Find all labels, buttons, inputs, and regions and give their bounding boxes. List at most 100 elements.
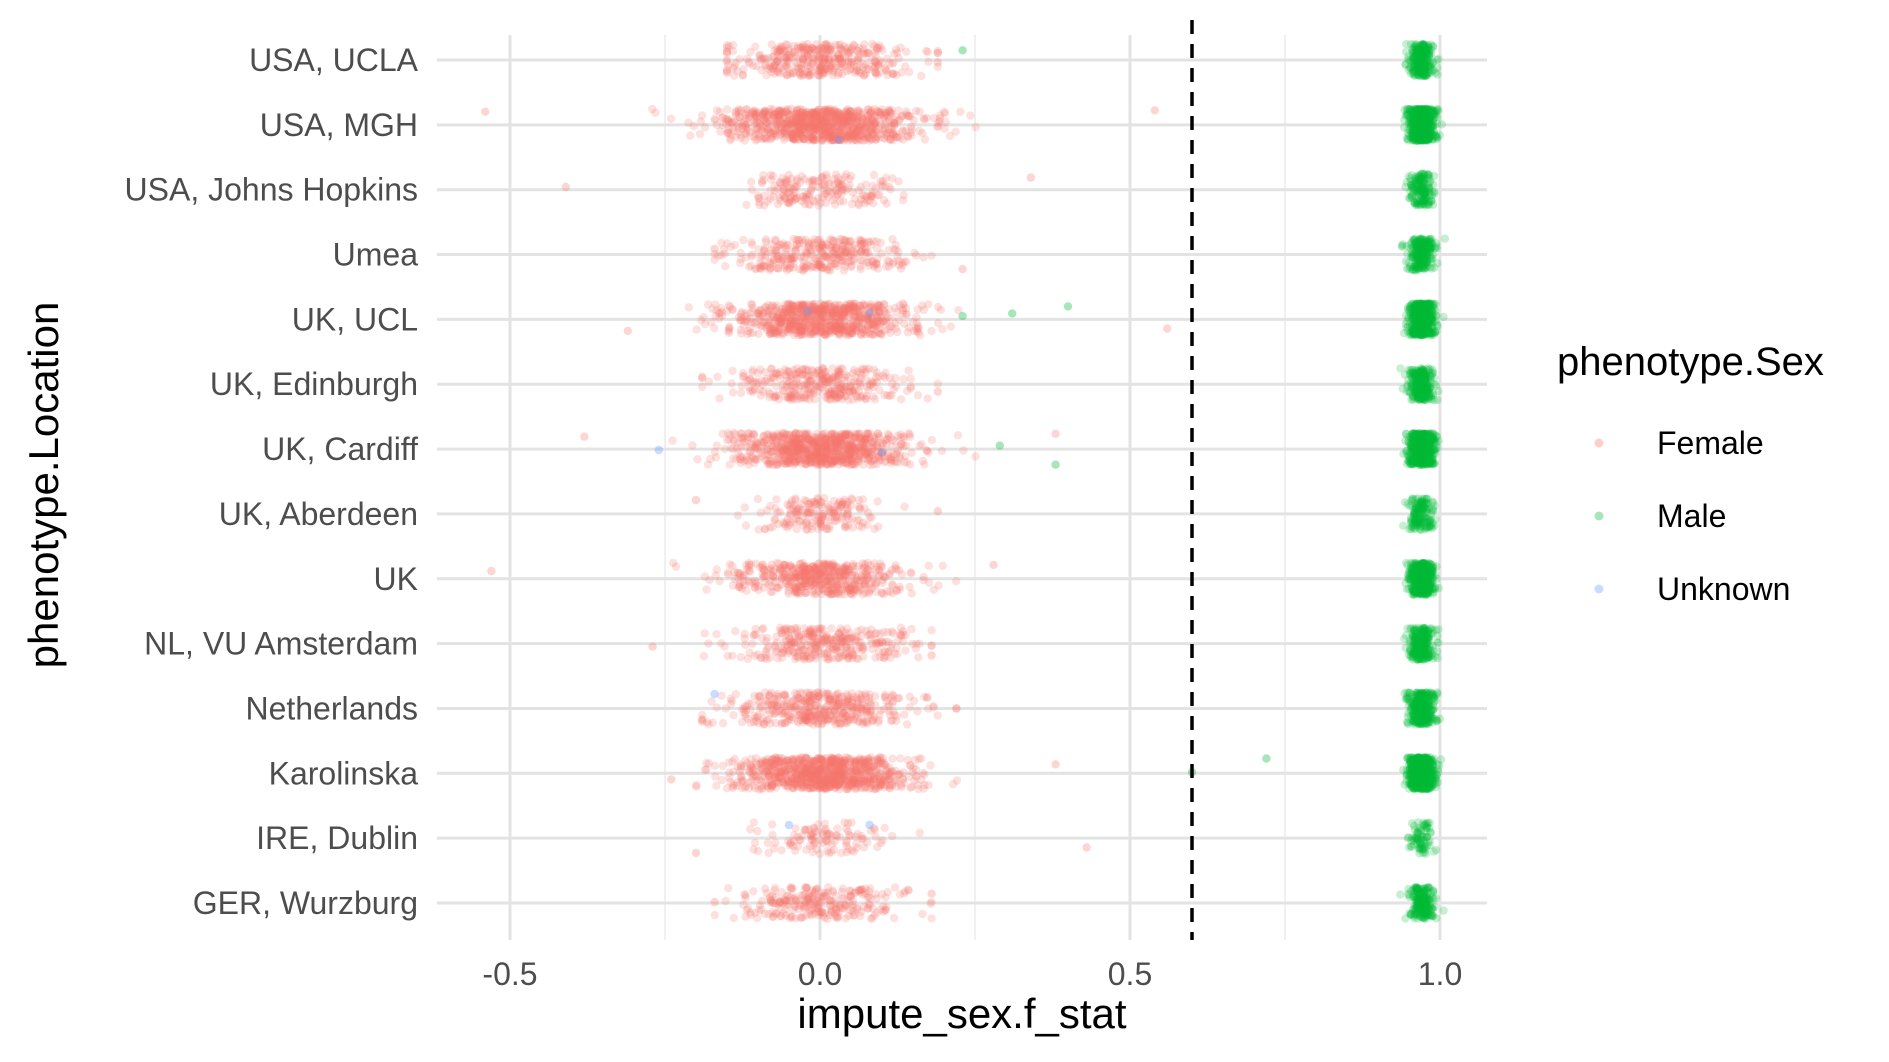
- data-point-female: [861, 764, 870, 773]
- data-point-female: [831, 912, 840, 921]
- data-point-female: [861, 245, 870, 254]
- data-point-female: [952, 776, 962, 785]
- data-point-female: [927, 898, 936, 907]
- data-point-female: [669, 558, 678, 568]
- data-point-female: [778, 239, 788, 248]
- data-point-female: [754, 525, 763, 534]
- data-point-female: [813, 901, 823, 911]
- data-point-female: [822, 262, 832, 272]
- data-point-female: [851, 637, 861, 646]
- data-point-female: [784, 394, 793, 403]
- data-point-female: [770, 883, 780, 892]
- data-point-female: [739, 900, 748, 909]
- data-point-female: [909, 763, 918, 773]
- data-point-female: [856, 911, 865, 921]
- data-point-female: [896, 395, 906, 404]
- data-points: [481, 39, 1450, 924]
- data-point-female: [728, 651, 737, 660]
- data-point-female: [774, 898, 784, 907]
- data-point-female: [726, 699, 736, 709]
- data-point-female: [741, 891, 750, 900]
- data-point-female: [855, 235, 864, 244]
- data-point-female: [746, 314, 756, 323]
- data-point-female: [779, 702, 788, 711]
- data-point-female: [832, 456, 841, 466]
- data-point-female: [746, 910, 756, 920]
- data-point-female: [768, 907, 777, 917]
- data-point-female: [850, 911, 859, 920]
- data-point-female: [854, 587, 863, 596]
- data-point-female: [712, 565, 721, 574]
- data-point-female: [892, 449, 901, 459]
- data-point-female: [816, 892, 825, 901]
- data-point-female: [819, 839, 828, 848]
- data-point-female: [832, 913, 842, 922]
- data-point-female: [826, 901, 835, 910]
- data-point-female: [872, 764, 881, 774]
- data-point-female: [936, 305, 945, 314]
- data-point-female: [863, 558, 873, 568]
- data-point-female: [764, 848, 773, 858]
- data-point-female: [835, 901, 845, 910]
- data-point-female: [802, 525, 811, 534]
- data-point-female: [952, 577, 961, 586]
- data-point-female: [826, 902, 836, 911]
- data-point-female: [850, 778, 859, 788]
- data-point-female: [770, 698, 779, 708]
- data-point-female: [755, 901, 765, 910]
- data-point-female: [877, 249, 886, 258]
- data-point-female: [914, 784, 923, 794]
- data-point-female: [839, 387, 849, 396]
- data-point-female: [826, 896, 835, 905]
- data-point-female: [869, 237, 878, 246]
- data-point-female: [829, 707, 838, 716]
- data-point-female: [805, 316, 815, 325]
- data-point-female: [808, 829, 817, 839]
- data-point-female: [783, 899, 793, 909]
- data-point-female: [788, 884, 797, 893]
- data-point-female: [776, 897, 785, 907]
- data-point-female: [782, 896, 792, 905]
- data-point-female: [768, 820, 777, 829]
- data-point-female: [845, 450, 855, 459]
- data-point-female: [809, 716, 818, 725]
- data-point-female: [796, 901, 805, 911]
- data-point-female: [797, 831, 807, 840]
- data-point-female: [823, 634, 833, 643]
- data-point-female: [846, 891, 855, 900]
- data-point-female: [858, 783, 868, 792]
- data-point-female: [876, 779, 885, 788]
- data-point-female: [887, 565, 897, 575]
- data-point-female: [758, 634, 767, 643]
- data-point-female: [933, 711, 942, 720]
- data-point-female: [764, 766, 774, 776]
- data-point-female: [751, 908, 760, 917]
- data-point-female: [812, 429, 821, 439]
- data-point-female: [770, 886, 779, 895]
- data-point-female: [817, 304, 827, 313]
- data-point-female: [863, 631, 872, 640]
- data-point-female: [762, 325, 771, 334]
- data-point-female: [805, 910, 815, 919]
- data-point-female: [691, 848, 701, 858]
- data-point-female: [740, 503, 749, 512]
- data-point-female: [825, 910, 835, 920]
- data-point-female: [806, 899, 815, 909]
- data-point-female: [875, 329, 885, 339]
- data-point-female: [828, 887, 837, 897]
- data-point-female: [782, 891, 792, 901]
- data-point-female: [833, 899, 842, 908]
- data-point-female: [811, 698, 820, 707]
- data-point-female: [765, 265, 774, 275]
- data-point-female: [781, 625, 790, 635]
- data-point-female: [779, 909, 788, 918]
- data-point-female: [905, 430, 914, 439]
- data-point-female: [782, 901, 791, 910]
- data-point-female: [849, 911, 858, 920]
- data-point-female: [781, 322, 790, 332]
- data-point-female: [874, 372, 883, 381]
- data-point-female: [868, 571, 877, 580]
- data-point-female: [813, 897, 822, 906]
- data-point-female: [715, 576, 724, 586]
- data-point-female: [926, 761, 935, 770]
